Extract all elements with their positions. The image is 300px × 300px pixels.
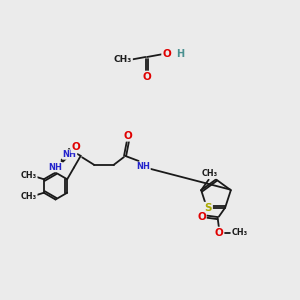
Text: O: O (124, 131, 133, 141)
Text: CH₃: CH₃ (231, 228, 247, 237)
Text: S: S (205, 202, 212, 213)
Text: CH₃: CH₃ (21, 171, 37, 180)
Text: O: O (215, 227, 224, 238)
Text: O: O (197, 212, 206, 222)
Text: NH: NH (48, 163, 62, 172)
Text: CH₃: CH₃ (21, 192, 37, 201)
Text: H: H (176, 49, 184, 59)
Text: NH: NH (136, 163, 150, 172)
Text: O: O (162, 49, 171, 59)
Text: CH₃: CH₃ (201, 169, 217, 178)
Text: O: O (142, 71, 152, 82)
Text: O: O (71, 142, 80, 152)
Text: NH: NH (63, 150, 76, 159)
Text: CH₃: CH₃ (114, 56, 132, 64)
